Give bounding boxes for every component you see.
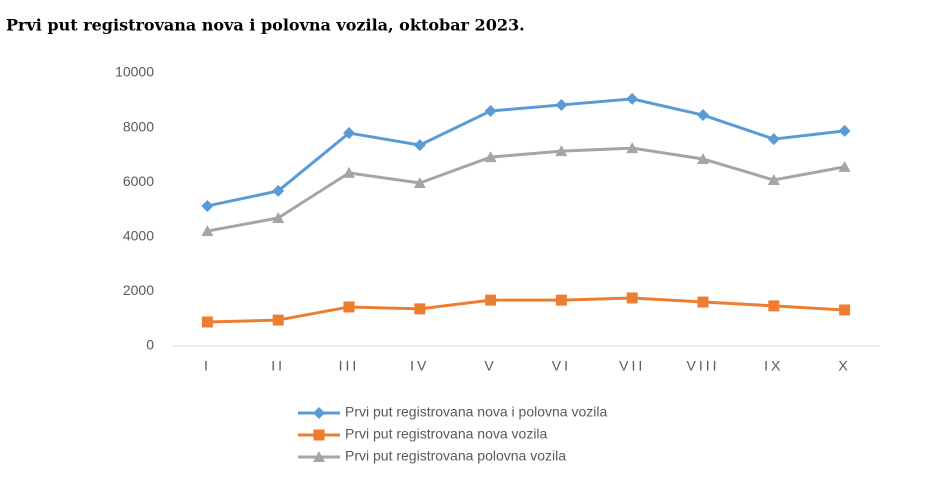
point xyxy=(839,304,851,316)
point xyxy=(555,98,568,111)
x-tick-label: X xyxy=(838,358,850,374)
point xyxy=(343,301,355,313)
legend-marker xyxy=(313,451,325,462)
point xyxy=(485,294,497,306)
x-tick-label: VII xyxy=(619,358,645,374)
series-line xyxy=(207,146,845,233)
point xyxy=(272,184,285,197)
point xyxy=(413,177,426,189)
legend-label: Prvi put registrovana nova i polovna voz… xyxy=(345,404,607,420)
point xyxy=(838,160,851,172)
point xyxy=(272,211,285,223)
x-tick-label: VI xyxy=(552,358,571,374)
chart-title: Prvi put registrovana nova i polovna voz… xyxy=(6,16,525,35)
series-line xyxy=(207,296,845,324)
point xyxy=(484,151,497,163)
legend-marker xyxy=(313,429,325,441)
point xyxy=(697,109,709,122)
point xyxy=(767,133,780,146)
x-tick-label: IV xyxy=(410,358,429,374)
y-tick-label: 0 xyxy=(146,337,154,353)
x-tick-label: VIII xyxy=(686,358,719,374)
legend-label: Prvi put registrovana polovna vozila xyxy=(345,448,566,464)
point xyxy=(626,92,639,105)
point xyxy=(201,199,214,212)
point xyxy=(413,139,426,152)
x-tick-label: V xyxy=(484,358,496,374)
y-tick-label: 6000 xyxy=(123,173,154,189)
point xyxy=(484,104,497,117)
y-tick-label: 10000 xyxy=(115,64,154,80)
point xyxy=(555,145,568,157)
y-tick-label: 8000 xyxy=(123,118,154,134)
point xyxy=(697,152,709,164)
point xyxy=(697,296,709,308)
point xyxy=(626,142,639,154)
point xyxy=(201,316,213,328)
legend-marker xyxy=(313,407,325,419)
y-tick-label: 4000 xyxy=(123,228,154,244)
point xyxy=(838,124,851,137)
point xyxy=(626,292,638,304)
point xyxy=(767,174,780,186)
legend-label: Prvi put registrovana nova vozila xyxy=(345,426,548,442)
x-tick-label: III xyxy=(339,358,360,374)
x-tick-label: I xyxy=(204,358,211,374)
point xyxy=(555,294,567,306)
point xyxy=(343,127,355,140)
x-tick-label: II xyxy=(271,358,285,374)
point xyxy=(343,166,355,178)
point xyxy=(768,300,780,312)
y-tick-label: 2000 xyxy=(123,282,154,298)
series-line xyxy=(207,97,845,208)
x-tick-label: IX xyxy=(764,358,783,374)
point xyxy=(414,303,426,315)
point xyxy=(201,225,214,237)
point xyxy=(272,314,284,326)
